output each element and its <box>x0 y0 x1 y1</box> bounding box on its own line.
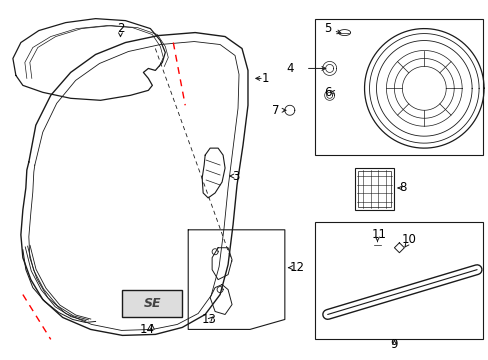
Text: 2: 2 <box>117 22 124 35</box>
Bar <box>357 171 390 207</box>
Text: 7: 7 <box>271 104 279 117</box>
Bar <box>314 19 482 155</box>
Text: 1: 1 <box>262 72 269 85</box>
Text: 6: 6 <box>323 86 330 99</box>
Text: 14: 14 <box>140 323 155 336</box>
Text: SE: SE <box>143 297 161 310</box>
Bar <box>373 239 381 251</box>
Text: 11: 11 <box>371 228 386 241</box>
Text: 9: 9 <box>390 338 397 351</box>
Bar <box>314 222 482 339</box>
Text: 12: 12 <box>289 261 304 274</box>
Text: 8: 8 <box>399 181 406 194</box>
Text: 3: 3 <box>232 170 239 183</box>
Text: 5: 5 <box>323 22 330 35</box>
Text: 4: 4 <box>285 62 293 75</box>
Bar <box>122 289 182 318</box>
Bar <box>354 168 394 210</box>
Text: 13: 13 <box>202 313 217 326</box>
Text: 10: 10 <box>401 233 415 246</box>
